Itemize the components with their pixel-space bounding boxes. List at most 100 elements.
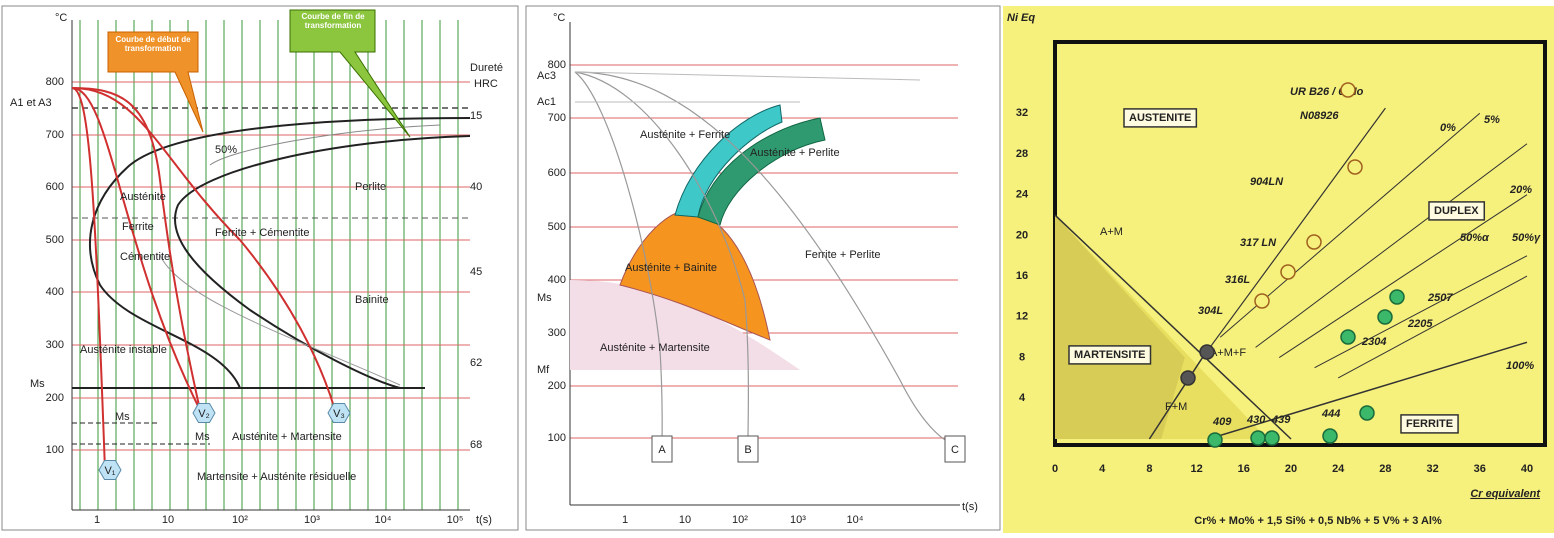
x-tick-label: 1	[622, 514, 628, 526]
end-box	[737, 435, 759, 463]
x-tick-label: 10	[679, 514, 691, 526]
x-tick-label: 10⁴	[847, 514, 864, 526]
label: Bainite	[355, 294, 389, 306]
martensite-texture	[1055, 215, 1185, 439]
y-tick-label: 400	[548, 274, 566, 286]
label: FERRITE	[1406, 418, 1453, 430]
grade-point	[1389, 289, 1405, 305]
y-tick-label: 20	[1016, 229, 1028, 241]
label: Austénite instable	[80, 344, 167, 356]
label: A+M+F	[1210, 347, 1246, 359]
label: Austénite + Martensite	[600, 342, 710, 354]
y-tick-label: 32	[1016, 107, 1028, 119]
callout-text: Courbe de début de transformation	[115, 35, 191, 53]
martensite-zone	[570, 280, 800, 370]
end-box	[651, 435, 673, 463]
hardness-tick: 15	[470, 110, 482, 122]
iso-ferrite	[1278, 194, 1528, 358]
label: Ferrite	[122, 221, 154, 233]
x-tick-label: 24	[1332, 463, 1345, 475]
callout-start: Courbe de début de transformation	[115, 35, 191, 53]
label: Ac1	[537, 96, 556, 108]
x-tick-label: 20	[1285, 463, 1297, 475]
label: Ms	[195, 431, 210, 443]
label: MARTENSITE	[1074, 349, 1146, 361]
region-box	[1428, 201, 1486, 221]
x-tick-label: 32	[1426, 463, 1438, 475]
grade-point	[1264, 430, 1280, 446]
y-tick-label: 800	[548, 59, 566, 71]
label: Austénite + Martensite	[232, 431, 342, 443]
ferrite-line-label: 0%	[1440, 122, 1456, 134]
label: Cr% + Mo% + 1,5 Si% + 0,5 Nb% + 5 V% + 3…	[1194, 515, 1442, 527]
label: AUSTENITE	[1129, 112, 1191, 124]
ferrite-line-label: 5%	[1484, 114, 1500, 126]
label: F+M	[1165, 401, 1187, 413]
grade-point	[1280, 264, 1296, 280]
grade-point	[1180, 370, 1196, 386]
end-box	[944, 435, 966, 463]
grade-point	[1322, 428, 1338, 444]
grade-label: 904LN	[1250, 176, 1284, 188]
grade-point	[1347, 159, 1363, 175]
grade-label: 2304	[1361, 336, 1386, 348]
label: Ni Eq	[1007, 12, 1035, 24]
label: 50%	[215, 144, 237, 156]
perlite-zone	[697, 117, 826, 226]
grade-label: 430	[1246, 414, 1266, 426]
ac3-line	[574, 71, 921, 81]
x-tick-label: 10⁵	[447, 514, 464, 526]
grade-point	[1340, 82, 1356, 98]
curve	[173, 135, 471, 389]
label: Perlite	[355, 181, 386, 193]
label: Mf	[537, 364, 550, 376]
x-tick-label: 10	[162, 514, 174, 526]
grade-point	[1250, 430, 1266, 446]
y-tick-label: 700	[46, 129, 64, 141]
callout-text: Courbe de fin de transformation	[301, 12, 365, 30]
label: Ms	[30, 378, 45, 390]
y-tick-label: 200	[548, 380, 566, 392]
x-tick-label: 8	[1146, 463, 1152, 475]
label: Martensite + Austénite résiduelle	[197, 471, 356, 483]
callout	[289, 9, 411, 138]
x-tick-label: 10²	[732, 514, 748, 526]
hardness-title: Dureté	[470, 62, 503, 74]
label: Austénite + Perlite	[750, 147, 840, 159]
callout	[107, 31, 204, 133]
curve	[89, 117, 471, 389]
label: Ferrite + Perlite	[805, 249, 881, 261]
x-tick-label: 10³	[304, 514, 320, 526]
unit: t(s)	[962, 501, 978, 513]
label: A	[658, 444, 666, 456]
unit: t(s)	[476, 514, 492, 526]
label: V₂	[198, 408, 210, 420]
boundary	[1208, 341, 1528, 440]
hex-marker	[192, 402, 216, 424]
x-tick-label: 40	[1521, 463, 1533, 475]
grade-point	[1359, 405, 1375, 421]
grade-label: 2507	[1427, 292, 1453, 304]
y-tick-label: 24	[1016, 189, 1029, 201]
y-tick-label: 12	[1016, 311, 1028, 323]
grade-label: 409	[1212, 416, 1232, 428]
x-tick-label: 1	[94, 514, 100, 526]
label: Austénite + Bainite	[625, 262, 717, 274]
y-tick-label: 400	[46, 286, 64, 298]
label: Ac3	[537, 70, 556, 82]
y-tick-label: 600	[46, 181, 64, 193]
label: V₁	[104, 465, 115, 477]
panel-2-frame	[525, 5, 1001, 531]
cooling-curve	[71, 87, 336, 411]
grade-point	[1207, 432, 1223, 448]
grade-label: 444	[1321, 408, 1340, 420]
callout-end: Courbe de fin de transformation	[301, 12, 365, 30]
x-tick-label: 28	[1379, 463, 1391, 475]
boundary	[1148, 357, 1204, 440]
curve-50	[209, 124, 441, 166]
hex-marker	[98, 459, 122, 481]
unit: °C	[55, 12, 67, 24]
grade-label: 439	[1271, 414, 1291, 426]
iso-ferrite	[1337, 275, 1528, 379]
